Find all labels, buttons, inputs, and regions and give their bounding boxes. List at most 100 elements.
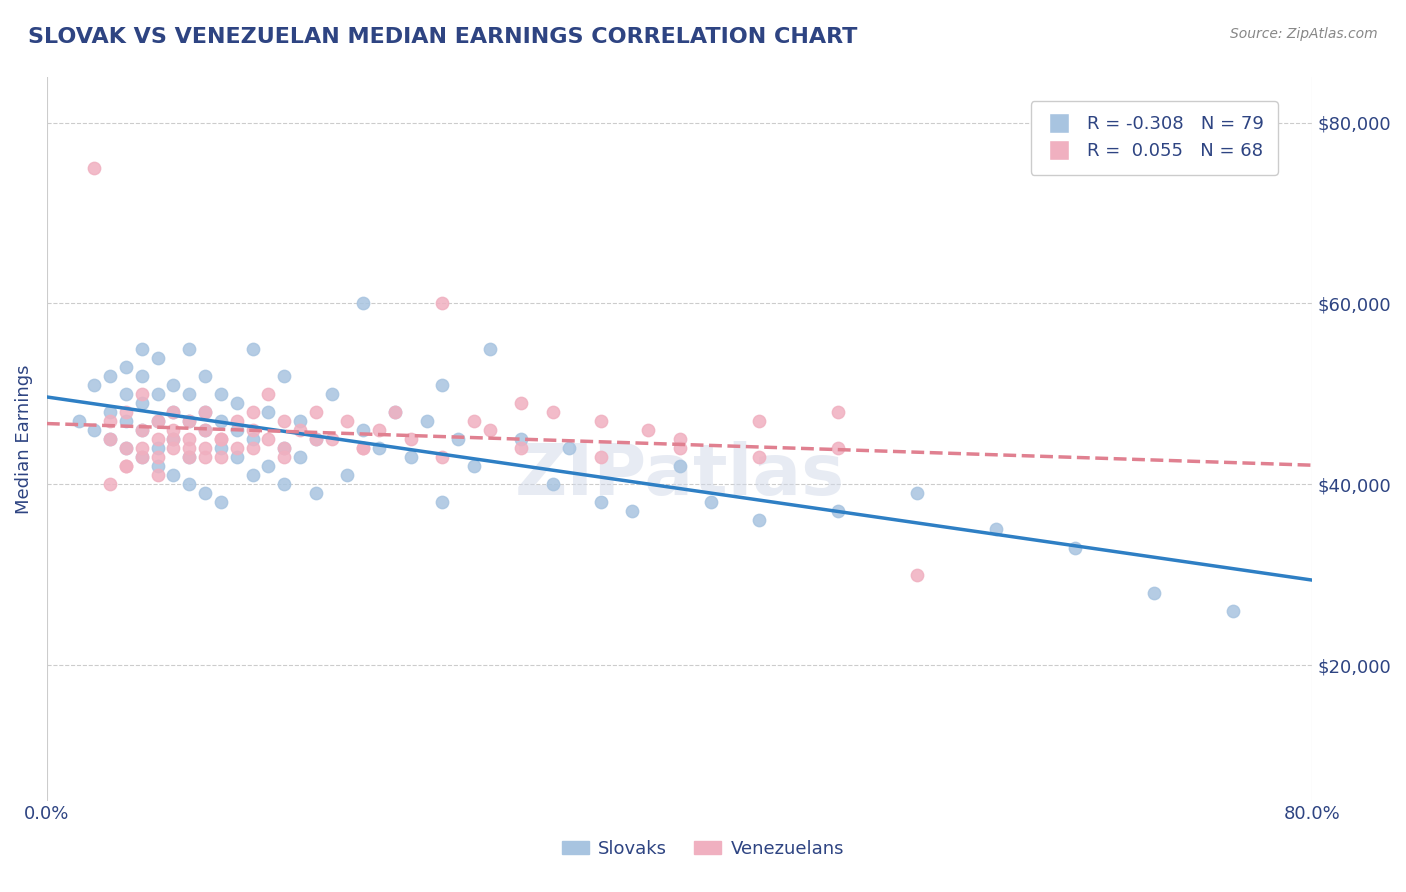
Point [131, 450, 153, 464]
Point [589, 450, 612, 464]
Point [305, 405, 328, 419]
Point [146, 459, 169, 474]
Point [98, 432, 121, 446]
Point [352, 423, 374, 437]
Point [384, 405, 406, 419]
Point [179, 414, 201, 428]
Point [447, 432, 470, 446]
Point [98, 368, 121, 383]
Point [257, 432, 280, 446]
Point [162, 423, 184, 437]
Point [589, 414, 612, 428]
Point [209, 441, 232, 455]
Point [194, 423, 217, 437]
Point [162, 405, 184, 419]
Point [146, 387, 169, 401]
Point [637, 423, 659, 437]
Point [179, 432, 201, 446]
Point [432, 377, 454, 392]
Point [162, 377, 184, 392]
Point [179, 441, 201, 455]
Point [273, 441, 295, 455]
Point [225, 450, 247, 464]
Point [194, 423, 217, 437]
Point [83, 377, 105, 392]
Point [225, 441, 247, 455]
Point [478, 342, 501, 356]
Point [668, 441, 690, 455]
Point [273, 477, 295, 491]
Point [1222, 604, 1244, 618]
Point [1143, 585, 1166, 599]
Point [225, 396, 247, 410]
Point [162, 432, 184, 446]
Point [827, 405, 849, 419]
Point [273, 414, 295, 428]
Point [463, 459, 485, 474]
Point [510, 432, 533, 446]
Point [748, 450, 770, 464]
Point [510, 441, 533, 455]
Point [67, 414, 90, 428]
Point [131, 441, 153, 455]
Point [257, 405, 280, 419]
Point [273, 450, 295, 464]
Point [115, 441, 138, 455]
Point [179, 477, 201, 491]
Point [984, 523, 1007, 537]
Point [209, 495, 232, 509]
Point [242, 342, 264, 356]
Point [242, 432, 264, 446]
Point [432, 296, 454, 310]
Point [179, 342, 201, 356]
Point [146, 351, 169, 365]
Point [131, 387, 153, 401]
Point [288, 414, 311, 428]
Point [257, 459, 280, 474]
Point [242, 423, 264, 437]
Point [399, 432, 422, 446]
Point [115, 441, 138, 455]
Point [179, 387, 201, 401]
Point [321, 432, 343, 446]
Point [131, 396, 153, 410]
Point [162, 432, 184, 446]
Point [748, 513, 770, 527]
Point [384, 405, 406, 419]
Point [194, 405, 217, 419]
Point [146, 441, 169, 455]
Point [463, 414, 485, 428]
Point [589, 495, 612, 509]
Point [162, 405, 184, 419]
Point [194, 441, 217, 455]
Point [83, 423, 105, 437]
Point [352, 441, 374, 455]
Point [257, 387, 280, 401]
Point [225, 414, 247, 428]
Point [115, 459, 138, 474]
Point [179, 450, 201, 464]
Point [98, 414, 121, 428]
Point [305, 432, 328, 446]
Point [83, 161, 105, 175]
Text: SLOVAK VS VENEZUELAN MEDIAN EARNINGS CORRELATION CHART: SLOVAK VS VENEZUELAN MEDIAN EARNINGS COR… [28, 27, 858, 46]
Point [179, 414, 201, 428]
Point [336, 468, 359, 483]
Point [273, 441, 295, 455]
Point [242, 441, 264, 455]
Point [146, 468, 169, 483]
Point [209, 414, 232, 428]
Point [558, 441, 581, 455]
Point [194, 486, 217, 500]
Text: ZIPatlas: ZIPatlas [515, 441, 845, 509]
Point [1064, 541, 1087, 555]
Point [98, 477, 121, 491]
Point [748, 414, 770, 428]
Point [115, 405, 138, 419]
Point [98, 432, 121, 446]
Point [827, 441, 849, 455]
Point [368, 441, 391, 455]
Point [621, 504, 644, 518]
Point [478, 423, 501, 437]
Point [905, 486, 928, 500]
